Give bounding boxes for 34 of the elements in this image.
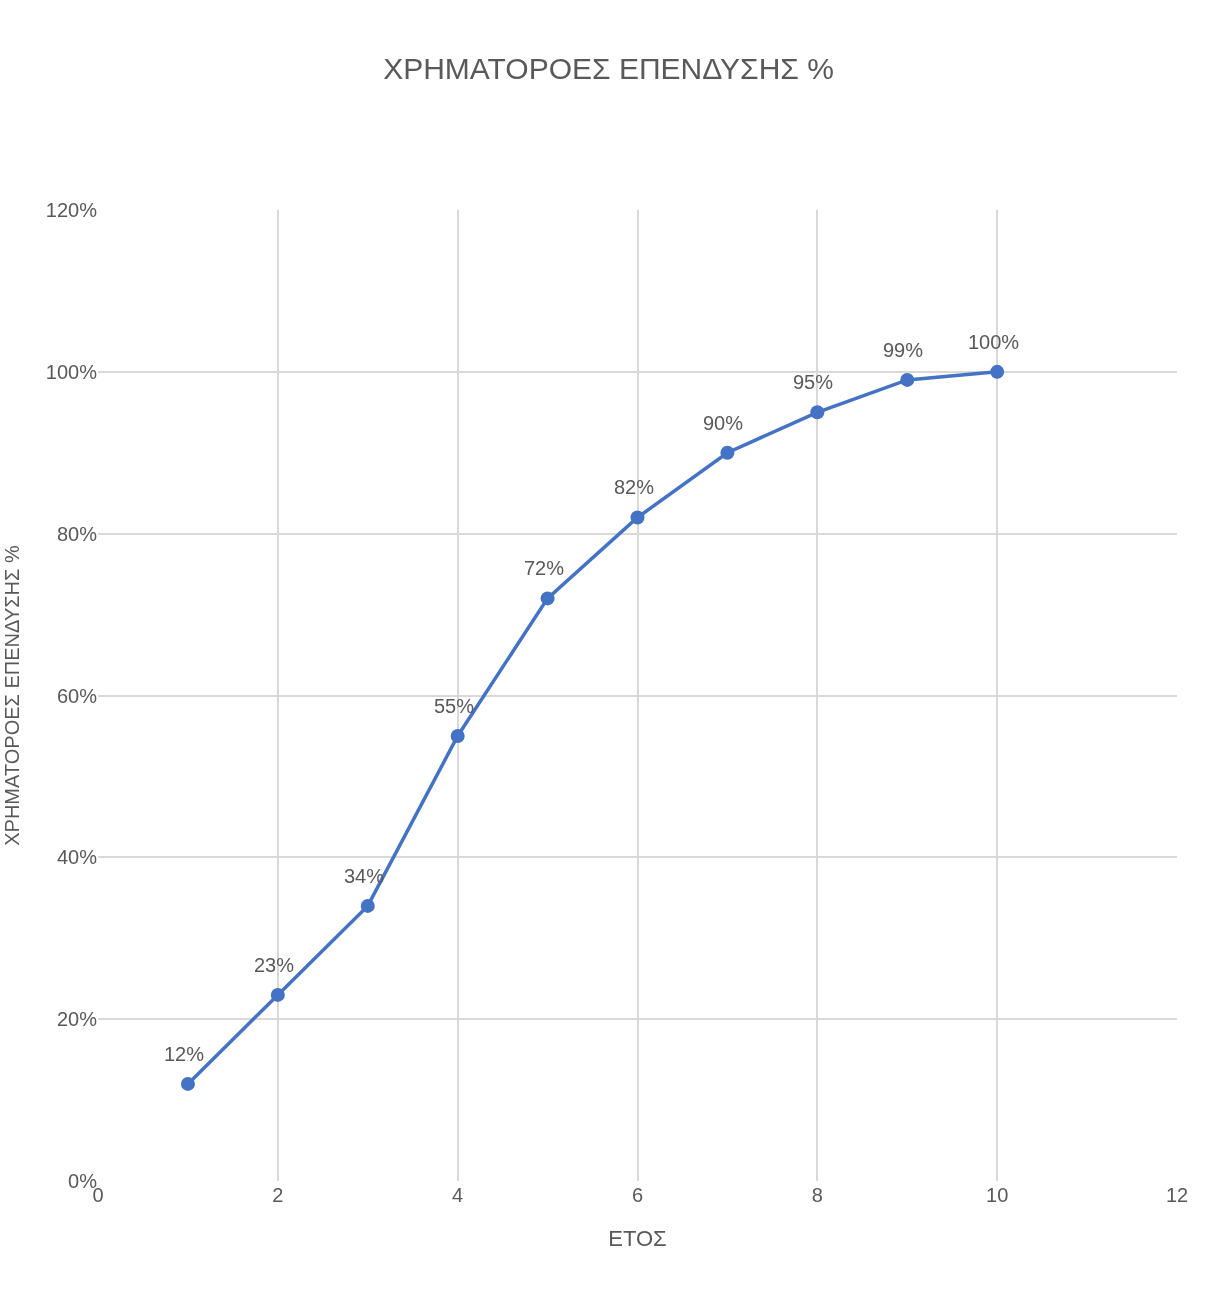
data-label: 55% — [434, 695, 475, 717]
y-tick-label: 20% — [56, 1008, 98, 1031]
point — [990, 364, 1005, 379]
data-label: 99% — [883, 339, 924, 361]
data-label: 82% — [614, 476, 655, 498]
point — [810, 405, 825, 420]
data-label: 95% — [793, 371, 834, 393]
point — [630, 510, 645, 525]
y-tick-label: 120% — [45, 199, 98, 221]
x-tick-label: 4 — [452, 1184, 464, 1206]
data-label: 100% — [968, 331, 1020, 353]
x-axis-title: ΕΤΟΣ — [608, 1225, 667, 1251]
x-tick-label: 8 — [811, 1184, 823, 1206]
y-tick-label: 100% — [45, 360, 98, 383]
point — [270, 987, 285, 1002]
data-label: 90% — [703, 412, 744, 434]
y-tick-label: 80% — [56, 522, 98, 545]
x-tick-label: 2 — [272, 1184, 284, 1206]
x-tick-label: 12 — [1165, 1184, 1189, 1206]
data-label: 72% — [524, 557, 565, 579]
point — [900, 372, 915, 387]
point — [180, 1076, 195, 1091]
point — [720, 445, 735, 460]
x-tick-label: 6 — [631, 1184, 644, 1206]
x-tick-label: 10 — [986, 1184, 1009, 1206]
y-tick-label: 40% — [56, 846, 98, 869]
point — [360, 898, 375, 913]
y-tick-label: 60% — [56, 684, 98, 707]
y-axis-title: ΧΡΗΜΑΤΟΡΟΕΣ ΕΠΕΝΔΥΣΗΣ % — [1, 545, 24, 846]
point — [450, 728, 465, 743]
chart-title: ΧΡΗΜΑΤΟΡΟΕΣ ΕΠΕΝΔΥΣΗΣ % — [383, 52, 834, 86]
point — [540, 591, 555, 606]
data-label: 12% — [164, 1043, 205, 1065]
data-label: 23% — [254, 954, 295, 976]
